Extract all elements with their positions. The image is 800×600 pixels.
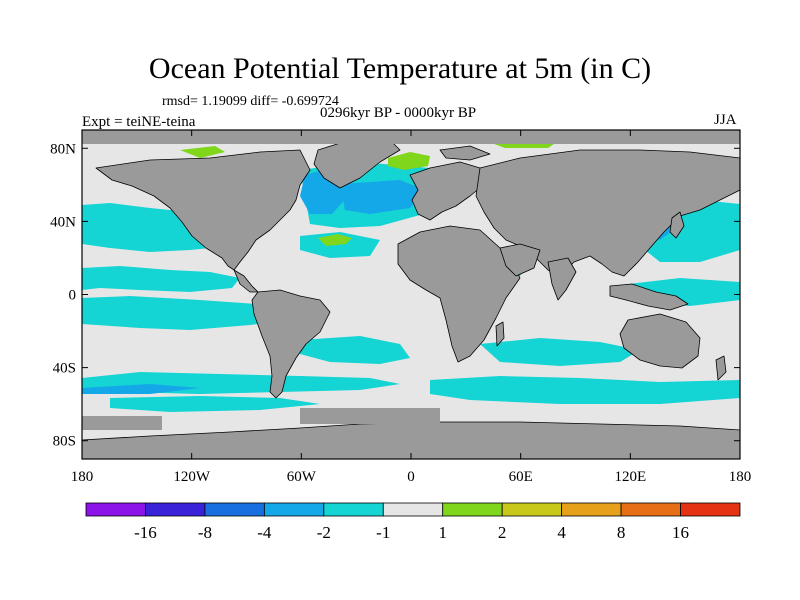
stats-text: rmsd= 1.19099 diff= -0.699724 bbox=[162, 94, 339, 109]
colorbar-swatch bbox=[323, 502, 384, 517]
land-asia bbox=[475, 149, 740, 277]
map-title: Ocean Potential Temperature at 5m (in C) bbox=[148, 52, 652, 85]
colorbar-swatch bbox=[204, 502, 265, 517]
anomaly-south-atlantic-patch bbox=[300, 336, 410, 364]
colorbar-swatch bbox=[620, 502, 681, 517]
anomaly-south-indian-band bbox=[430, 376, 740, 404]
anomaly-indian-ocean-patch bbox=[480, 338, 640, 366]
x-axis: 180 120W 60W 0 60E 120E 180 bbox=[71, 130, 752, 485]
colorbar-label: 16 bbox=[672, 523, 689, 542]
land-madagascar bbox=[495, 321, 505, 347]
land-antarctica bbox=[82, 421, 740, 459]
anomaly-central-pacific-south bbox=[82, 296, 300, 330]
anomaly-arctic-warm bbox=[180, 146, 225, 158]
x-tick-label: 60W bbox=[287, 469, 317, 485]
map-plot-area bbox=[82, 130, 740, 459]
land-southeast-asia-islands bbox=[609, 283, 689, 311]
x-tick-label: 180 bbox=[729, 469, 752, 485]
arctic-mask bbox=[82, 130, 740, 430]
anomaly-southern-ocean-band-2 bbox=[110, 396, 320, 412]
colorbar-swatch bbox=[85, 502, 146, 517]
colorbar-swatch bbox=[561, 502, 622, 517]
colorbar-label: 8 bbox=[617, 523, 626, 542]
x-tick-label: 120E bbox=[614, 469, 646, 485]
colorbar-swatch bbox=[263, 502, 325, 517]
land-australia bbox=[619, 313, 701, 369]
colorbar-label: -1 bbox=[376, 523, 390, 542]
x-tick-label: 60E bbox=[509, 469, 533, 485]
anomaly-greenland-sea-warm bbox=[388, 152, 430, 170]
y-tick-label: 40S bbox=[53, 361, 76, 377]
land-japan bbox=[669, 211, 685, 239]
land-north-america bbox=[95, 149, 311, 271]
land-africa bbox=[397, 225, 521, 363]
x-tick-label: 180 bbox=[71, 469, 94, 485]
colorbar-label: -2 bbox=[317, 523, 331, 542]
x-tick-label: 0 bbox=[407, 469, 415, 485]
colorbar-label: -4 bbox=[257, 523, 272, 542]
anomaly-south-pacific-strip bbox=[82, 384, 200, 394]
land-india bbox=[547, 257, 577, 301]
land-new-zealand bbox=[715, 355, 727, 381]
anomaly-north-atlantic-core bbox=[340, 180, 425, 214]
y-tick-label: 40N bbox=[50, 214, 76, 230]
colorbar-swatch bbox=[382, 502, 444, 517]
y-tick-label: 0 bbox=[69, 288, 77, 304]
land-south-america bbox=[251, 289, 331, 399]
y-axis: 80N 40N 0 40S 80S bbox=[50, 141, 740, 450]
season-label: JJA bbox=[714, 112, 737, 128]
colorbar-label: 1 bbox=[438, 523, 447, 542]
anomaly-mid-atlantic-warm bbox=[318, 234, 352, 246]
colorbar-swatch bbox=[145, 502, 206, 517]
colorbar-swatch bbox=[442, 502, 503, 517]
land-europe bbox=[409, 161, 491, 221]
land-arabia bbox=[499, 243, 541, 277]
anomaly-east-pacific-tongue bbox=[82, 266, 240, 292]
colorbar-swatch bbox=[501, 502, 563, 517]
colorbar-swatch bbox=[680, 502, 741, 517]
colorbar: -16 -8 -4 -2 -1 1 2 4 8 16 bbox=[85, 502, 741, 542]
period-text: 0296kyr BP - 0000kyr BP bbox=[320, 105, 477, 121]
land-arctic-islands bbox=[439, 145, 491, 161]
colorbar-label: -8 bbox=[198, 523, 212, 542]
x-tick-label: 120W bbox=[173, 469, 211, 485]
y-tick-label: 80N bbox=[50, 141, 76, 157]
y-tick-label: 80S bbox=[53, 434, 76, 450]
colorbar-label: 4 bbox=[557, 523, 566, 542]
colorbar-label: 2 bbox=[498, 523, 507, 542]
land-masses bbox=[82, 139, 740, 459]
experiment-label: Expt = teiNE-teina bbox=[82, 114, 196, 130]
colorbar-label: -16 bbox=[134, 523, 157, 542]
